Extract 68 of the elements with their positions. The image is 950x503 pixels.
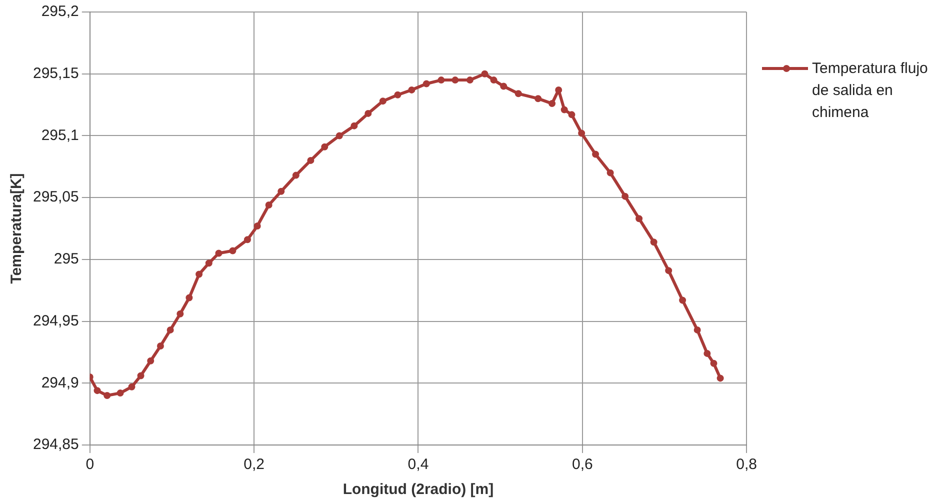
point <box>176 310 184 318</box>
point <box>650 238 658 246</box>
point <box>292 172 300 179</box>
point <box>716 374 724 382</box>
point <box>379 98 386 105</box>
point <box>622 192 629 200</box>
point <box>128 383 136 390</box>
point <box>215 250 222 257</box>
point <box>555 86 562 94</box>
point <box>265 201 272 208</box>
x-tick-label: 0,6 <box>572 456 593 474</box>
point <box>560 106 568 114</box>
point <box>94 387 101 394</box>
point <box>466 76 474 84</box>
point <box>438 76 445 84</box>
point <box>606 169 614 176</box>
x-tick-label: 0,2 <box>244 456 264 474</box>
point <box>394 91 402 98</box>
point <box>229 247 236 254</box>
point <box>364 110 372 117</box>
y-tick-label: 295,2 <box>41 3 79 20</box>
point <box>452 76 459 84</box>
point <box>481 70 488 78</box>
point <box>336 132 343 140</box>
x-tick-label: 0 <box>86 456 94 474</box>
point <box>244 236 251 244</box>
point <box>408 86 416 94</box>
point <box>490 76 498 84</box>
y-tick-label: 294,95 <box>32 312 79 330</box>
point <box>679 296 686 304</box>
point <box>422 80 430 88</box>
point <box>694 326 701 334</box>
point <box>704 350 711 357</box>
point <box>665 267 672 274</box>
x-tick-label: 0,4 <box>408 456 429 474</box>
y-tick-label: 295,05 <box>32 188 79 206</box>
point <box>534 95 542 102</box>
point <box>321 143 328 150</box>
point <box>186 294 193 302</box>
point <box>278 188 285 195</box>
legend-label: Temperatura flujo de salida en chimena <box>812 59 929 123</box>
point <box>147 357 154 364</box>
y-tick-label: 295,1 <box>41 126 79 144</box>
point <box>196 270 203 278</box>
point <box>137 372 144 380</box>
point <box>636 215 643 222</box>
point <box>514 90 522 98</box>
point <box>156 342 164 350</box>
point <box>166 326 174 334</box>
point <box>568 111 576 118</box>
point <box>592 150 600 158</box>
point <box>578 130 586 137</box>
point <box>254 222 261 230</box>
point <box>104 392 111 400</box>
x-tick-label: 0,8 <box>736 456 758 474</box>
y-tick-label: 294,9 <box>41 374 79 392</box>
point <box>548 100 556 108</box>
point <box>116 390 124 397</box>
y-axis-title: Temperatura[K] <box>8 173 26 284</box>
point <box>205 260 212 267</box>
point <box>710 360 718 367</box>
y-tick-label: 295 <box>54 250 79 268</box>
y-tick-label: 295,15 <box>32 65 79 82</box>
point <box>500 82 508 90</box>
x-axis-title: Longitud (2radio) [m] <box>342 481 494 498</box>
y-tick-label: 294,85 <box>32 436 79 454</box>
point <box>350 122 358 130</box>
point <box>307 156 314 164</box>
